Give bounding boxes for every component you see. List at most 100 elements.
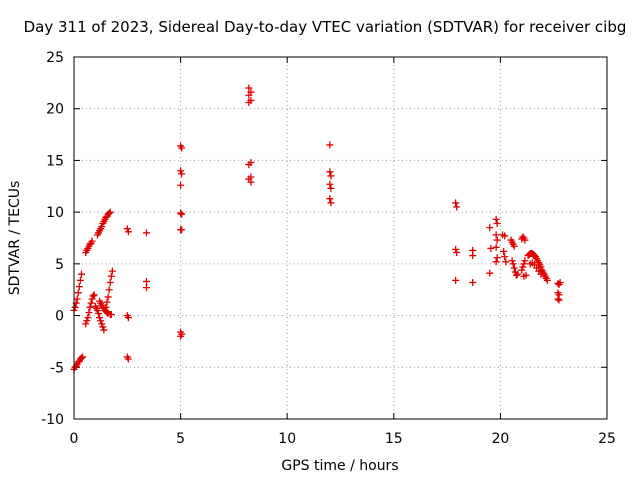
x-tick-label: 20	[491, 431, 509, 447]
data-point	[486, 269, 494, 277]
data-point	[326, 180, 334, 188]
data-point	[521, 236, 529, 244]
data-point	[124, 355, 132, 363]
data-point	[501, 253, 509, 261]
data-point	[543, 276, 551, 284]
data-point	[492, 215, 500, 223]
data-point	[76, 276, 84, 284]
y-tick-label: -5	[50, 360, 64, 376]
data-point	[245, 84, 253, 92]
data-point	[453, 203, 461, 211]
data-point	[89, 292, 97, 300]
data-point	[104, 293, 112, 301]
data-point	[492, 243, 500, 251]
y-tick-label: 0	[55, 309, 64, 325]
data-point	[88, 295, 96, 303]
data-point	[98, 223, 106, 231]
data-point	[469, 278, 477, 286]
data-point	[177, 167, 185, 175]
data-point	[522, 271, 530, 279]
data-point	[554, 295, 562, 303]
data-point	[556, 278, 564, 286]
data-point	[245, 161, 253, 169]
data-point	[555, 296, 563, 304]
data-point	[107, 311, 115, 319]
data-point	[106, 208, 114, 216]
data-point	[326, 141, 334, 149]
x-tick-label: 15	[385, 431, 403, 447]
data-point	[452, 199, 460, 207]
data-point	[452, 245, 460, 253]
y-tick-label: -10	[41, 412, 64, 428]
data-point	[510, 242, 518, 250]
data-point	[452, 276, 460, 284]
data-point	[493, 220, 501, 228]
data-point	[178, 226, 186, 234]
data-point	[103, 298, 111, 306]
data-point	[74, 289, 82, 297]
data-point	[469, 252, 477, 260]
data-point	[510, 264, 518, 272]
y-tick-label: 5	[55, 257, 64, 273]
data-point	[177, 332, 185, 340]
data-points	[70, 84, 564, 373]
data-point	[493, 236, 501, 244]
data-point	[537, 270, 545, 278]
data-point	[177, 181, 185, 189]
data-point	[86, 303, 94, 311]
data-point	[327, 184, 335, 192]
data-point	[97, 317, 105, 325]
x-tick-label: 0	[70, 431, 79, 447]
data-point	[90, 291, 98, 299]
data-point	[105, 209, 113, 217]
data-point	[245, 91, 253, 99]
data-point	[82, 320, 90, 328]
grid	[74, 57, 607, 419]
data-point	[105, 286, 113, 294]
data-point	[178, 144, 186, 152]
data-point	[87, 299, 95, 307]
data-point	[512, 271, 520, 279]
data-point	[142, 284, 150, 292]
data-point	[83, 317, 91, 325]
data-point	[453, 248, 461, 256]
data-point	[123, 225, 131, 233]
data-point	[326, 195, 334, 203]
data-point	[73, 295, 81, 303]
data-point	[247, 178, 255, 186]
data-point	[88, 237, 96, 245]
data-point	[98, 320, 106, 328]
data-point	[93, 306, 101, 314]
y-tick-label: 20	[46, 102, 64, 118]
data-point	[99, 323, 107, 331]
data-point	[513, 270, 521, 278]
data-point	[71, 303, 79, 311]
data-point	[142, 229, 150, 237]
axis-ticks: 0 5 10 15 20 25 -10 -5 0 5 10 15 20 25	[41, 50, 616, 447]
data-point	[124, 228, 132, 236]
data-point	[102, 303, 110, 311]
data-point	[106, 278, 114, 286]
data-point	[508, 257, 516, 265]
data-point	[326, 168, 334, 176]
y-axis-label: SDTVAR / TECUs	[7, 181, 23, 296]
data-point	[245, 99, 253, 107]
data-point	[178, 210, 186, 218]
data-point	[502, 258, 510, 266]
x-tick-label: 5	[176, 431, 185, 447]
data-point	[177, 209, 185, 217]
x-tick-label: 25	[598, 431, 616, 447]
y-tick-label: 10	[46, 205, 64, 221]
data-point	[79, 353, 87, 361]
data-point	[75, 283, 83, 291]
data-point	[178, 170, 186, 178]
data-point	[77, 270, 85, 278]
data-point	[108, 267, 116, 275]
data-point	[493, 254, 501, 262]
data-point	[492, 258, 500, 266]
data-point	[509, 260, 517, 268]
data-point	[501, 232, 509, 240]
data-point	[124, 314, 132, 322]
chart-title: Day 311 of 2023, Sidereal Day-to-day VTE…	[24, 18, 627, 36]
data-point	[100, 326, 108, 334]
